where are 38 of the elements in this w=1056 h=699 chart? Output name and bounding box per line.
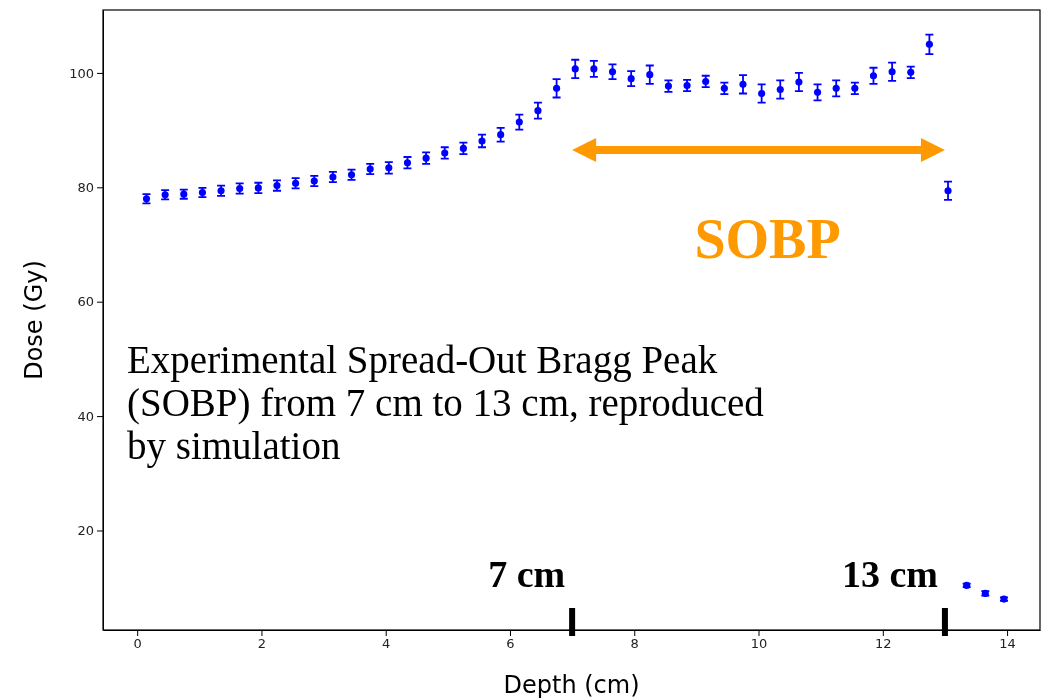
point bbox=[813, 88, 822, 96]
y-tick-label: 40 bbox=[77, 408, 94, 424]
x-tick-label: 8 bbox=[630, 636, 639, 652]
x-tick-label: 14 bbox=[999, 636, 1016, 652]
point bbox=[776, 85, 784, 94]
y-tick-label: 20 bbox=[77, 523, 94, 539]
point bbox=[590, 65, 598, 73]
x-tick-label: 2 bbox=[257, 636, 267, 652]
x-tick-label: 6 bbox=[506, 636, 515, 652]
point bbox=[627, 75, 635, 83]
annotation: Experimental Spread-Out Bragg Peak (SOBP) from 7 cm to 13 cm, reproduced by simulation bbox=[127, 338, 765, 467]
x-axis-title: Depth (cm) bbox=[503, 671, 640, 699]
point bbox=[888, 68, 896, 76]
point bbox=[497, 131, 505, 139]
point bbox=[534, 107, 542, 115]
point bbox=[739, 80, 747, 88]
point bbox=[515, 118, 523, 126]
point bbox=[869, 72, 878, 80]
point bbox=[758, 89, 766, 98]
point bbox=[553, 84, 561, 92]
x-tick-label: 4 bbox=[382, 636, 391, 652]
ref-line-label: 13 cm bbox=[842, 553, 939, 595]
y-tick-label: 100 bbox=[69, 65, 94, 81]
point bbox=[832, 84, 840, 92]
point bbox=[571, 65, 579, 73]
ref-line-label: 7 cm bbox=[488, 553, 566, 595]
point bbox=[925, 40, 933, 48]
point bbox=[608, 68, 617, 76]
x-tick-label: 10 bbox=[750, 636, 768, 652]
y-tick-label: 80 bbox=[77, 179, 94, 195]
y-axis-title: Dose (Gy) bbox=[20, 260, 48, 380]
x-tick-label: 0 bbox=[133, 636, 142, 652]
x-tick-label: 12 bbox=[875, 636, 892, 652]
point bbox=[795, 78, 803, 86]
point bbox=[646, 71, 654, 79]
point bbox=[944, 187, 952, 195]
annotation: SOBP bbox=[694, 208, 841, 270]
y-tick-label: 60 bbox=[77, 294, 94, 310]
